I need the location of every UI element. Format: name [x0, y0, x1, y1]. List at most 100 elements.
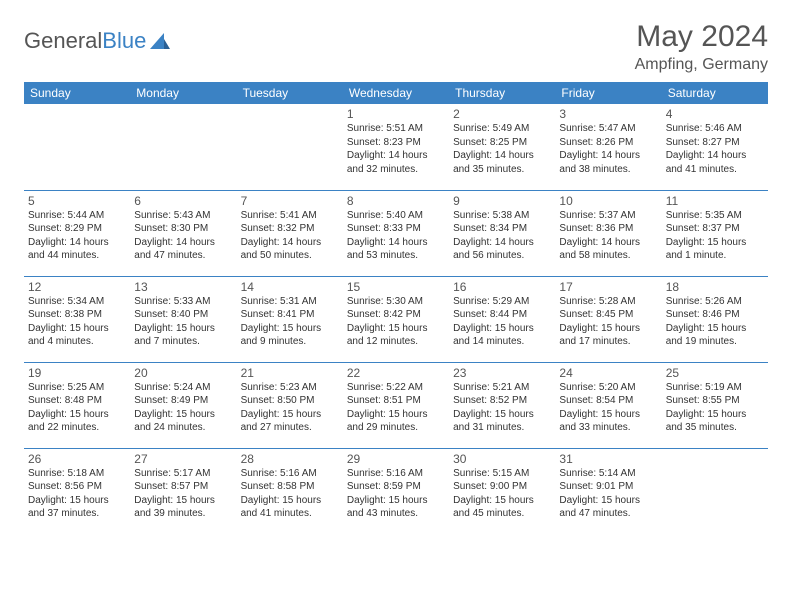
day-info: Sunrise: 5:18 AMSunset: 8:56 PMDaylight:… — [28, 467, 126, 521]
day-number: 16 — [453, 280, 551, 294]
day-info: Sunrise: 5:40 AMSunset: 8:33 PMDaylight:… — [347, 209, 445, 263]
calendar-cell: 29Sunrise: 5:16 AMSunset: 8:59 PMDayligh… — [343, 448, 449, 534]
calendar-cell: 8Sunrise: 5:40 AMSunset: 8:33 PMDaylight… — [343, 190, 449, 276]
day-number: 14 — [241, 280, 339, 294]
day-number: 3 — [559, 107, 657, 121]
day-number: 2 — [453, 107, 551, 121]
day-info: Sunrise: 5:16 AMSunset: 8:58 PMDaylight:… — [241, 467, 339, 521]
calendar-cell: 10Sunrise: 5:37 AMSunset: 8:36 PMDayligh… — [555, 190, 661, 276]
calendar-row: 5Sunrise: 5:44 AMSunset: 8:29 PMDaylight… — [24, 190, 768, 276]
day-info: Sunrise: 5:33 AMSunset: 8:40 PMDaylight:… — [134, 295, 232, 349]
day-info: Sunrise: 5:23 AMSunset: 8:50 PMDaylight:… — [241, 381, 339, 435]
day-number: 20 — [134, 366, 232, 380]
day-header: Thursday — [449, 82, 555, 104]
day-header: Tuesday — [237, 82, 343, 104]
calendar-cell: 25Sunrise: 5:19 AMSunset: 8:55 PMDayligh… — [662, 362, 768, 448]
day-info: Sunrise: 5:17 AMSunset: 8:57 PMDaylight:… — [134, 467, 232, 521]
logo-text: GeneralBlue — [24, 28, 146, 54]
day-number: 18 — [666, 280, 764, 294]
calendar-cell: 30Sunrise: 5:15 AMSunset: 9:00 PMDayligh… — [449, 448, 555, 534]
day-info: Sunrise: 5:25 AMSunset: 8:48 PMDaylight:… — [28, 381, 126, 435]
calendar-cell: 28Sunrise: 5:16 AMSunset: 8:58 PMDayligh… — [237, 448, 343, 534]
day-info: Sunrise: 5:20 AMSunset: 8:54 PMDaylight:… — [559, 381, 657, 435]
calendar-cell: 6Sunrise: 5:43 AMSunset: 8:30 PMDaylight… — [130, 190, 236, 276]
day-info: Sunrise: 5:51 AMSunset: 8:23 PMDaylight:… — [347, 122, 445, 176]
calendar-cell: 11Sunrise: 5:35 AMSunset: 8:37 PMDayligh… — [662, 190, 768, 276]
day-info: Sunrise: 5:16 AMSunset: 8:59 PMDaylight:… — [347, 467, 445, 521]
calendar-cell: 16Sunrise: 5:29 AMSunset: 8:44 PMDayligh… — [449, 276, 555, 362]
day-number: 29 — [347, 452, 445, 466]
day-number: 13 — [134, 280, 232, 294]
day-number: 30 — [453, 452, 551, 466]
day-number: 1 — [347, 107, 445, 121]
month-title: May 2024 — [635, 20, 768, 54]
title-block: May 2024 Ampfing, Germany — [635, 20, 768, 74]
day-number: 6 — [134, 194, 232, 208]
day-info: Sunrise: 5:47 AMSunset: 8:26 PMDaylight:… — [559, 122, 657, 176]
calendar-cell: 17Sunrise: 5:28 AMSunset: 8:45 PMDayligh… — [555, 276, 661, 362]
calendar-cell: 9Sunrise: 5:38 AMSunset: 8:34 PMDaylight… — [449, 190, 555, 276]
calendar-cell: 3Sunrise: 5:47 AMSunset: 8:26 PMDaylight… — [555, 104, 661, 190]
day-info: Sunrise: 5:29 AMSunset: 8:44 PMDaylight:… — [453, 295, 551, 349]
day-info: Sunrise: 5:24 AMSunset: 8:49 PMDaylight:… — [134, 381, 232, 435]
day-number: 23 — [453, 366, 551, 380]
calendar-cell: 5Sunrise: 5:44 AMSunset: 8:29 PMDaylight… — [24, 190, 130, 276]
calendar-cell: 2Sunrise: 5:49 AMSunset: 8:25 PMDaylight… — [449, 104, 555, 190]
day-header: Sunday — [24, 82, 130, 104]
day-info: Sunrise: 5:38 AMSunset: 8:34 PMDaylight:… — [453, 209, 551, 263]
day-number: 22 — [347, 366, 445, 380]
day-number: 24 — [559, 366, 657, 380]
calendar-body: 1Sunrise: 5:51 AMSunset: 8:23 PMDaylight… — [24, 104, 768, 534]
calendar-table: SundayMondayTuesdayWednesdayThursdayFrid… — [24, 82, 768, 534]
calendar-cell: 24Sunrise: 5:20 AMSunset: 8:54 PMDayligh… — [555, 362, 661, 448]
day-info: Sunrise: 5:49 AMSunset: 8:25 PMDaylight:… — [453, 122, 551, 176]
calendar-cell: 31Sunrise: 5:14 AMSunset: 9:01 PMDayligh… — [555, 448, 661, 534]
day-info: Sunrise: 5:34 AMSunset: 8:38 PMDaylight:… — [28, 295, 126, 349]
calendar-cell — [24, 104, 130, 190]
day-header: Wednesday — [343, 82, 449, 104]
calendar-cell: 18Sunrise: 5:26 AMSunset: 8:46 PMDayligh… — [662, 276, 768, 362]
day-number: 19 — [28, 366, 126, 380]
calendar-row: 19Sunrise: 5:25 AMSunset: 8:48 PMDayligh… — [24, 362, 768, 448]
calendar-row: 26Sunrise: 5:18 AMSunset: 8:56 PMDayligh… — [24, 448, 768, 534]
day-info: Sunrise: 5:21 AMSunset: 8:52 PMDaylight:… — [453, 381, 551, 435]
logo-text-part1: General — [24, 28, 102, 53]
day-number: 8 — [347, 194, 445, 208]
calendar-cell — [237, 104, 343, 190]
day-number: 5 — [28, 194, 126, 208]
day-info: Sunrise: 5:26 AMSunset: 8:46 PMDaylight:… — [666, 295, 764, 349]
day-info: Sunrise: 5:44 AMSunset: 8:29 PMDaylight:… — [28, 209, 126, 263]
calendar-row: 12Sunrise: 5:34 AMSunset: 8:38 PMDayligh… — [24, 276, 768, 362]
calendar-cell: 7Sunrise: 5:41 AMSunset: 8:32 PMDaylight… — [237, 190, 343, 276]
calendar-row: 1Sunrise: 5:51 AMSunset: 8:23 PMDaylight… — [24, 104, 768, 190]
calendar-cell: 27Sunrise: 5:17 AMSunset: 8:57 PMDayligh… — [130, 448, 236, 534]
day-info: Sunrise: 5:15 AMSunset: 9:00 PMDaylight:… — [453, 467, 551, 521]
day-number: 17 — [559, 280, 657, 294]
logo-triangle-icon — [150, 33, 170, 49]
location: Ampfing, Germany — [635, 56, 768, 74]
calendar-cell: 20Sunrise: 5:24 AMSunset: 8:49 PMDayligh… — [130, 362, 236, 448]
calendar-cell: 23Sunrise: 5:21 AMSunset: 8:52 PMDayligh… — [449, 362, 555, 448]
calendar-cell: 14Sunrise: 5:31 AMSunset: 8:41 PMDayligh… — [237, 276, 343, 362]
day-info: Sunrise: 5:37 AMSunset: 8:36 PMDaylight:… — [559, 209, 657, 263]
day-info: Sunrise: 5:35 AMSunset: 8:37 PMDaylight:… — [666, 209, 764, 263]
calendar-cell — [662, 448, 768, 534]
calendar-cell: 26Sunrise: 5:18 AMSunset: 8:56 PMDayligh… — [24, 448, 130, 534]
day-number: 7 — [241, 194, 339, 208]
day-info: Sunrise: 5:31 AMSunset: 8:41 PMDaylight:… — [241, 295, 339, 349]
day-number: 10 — [559, 194, 657, 208]
calendar-cell: 21Sunrise: 5:23 AMSunset: 8:50 PMDayligh… — [237, 362, 343, 448]
day-number: 21 — [241, 366, 339, 380]
day-number: 25 — [666, 366, 764, 380]
calendar-cell: 4Sunrise: 5:46 AMSunset: 8:27 PMDaylight… — [662, 104, 768, 190]
calendar-cell: 22Sunrise: 5:22 AMSunset: 8:51 PMDayligh… — [343, 362, 449, 448]
logo-text-part2: Blue — [102, 28, 146, 53]
day-number: 31 — [559, 452, 657, 466]
day-info: Sunrise: 5:43 AMSunset: 8:30 PMDaylight:… — [134, 209, 232, 263]
day-info: Sunrise: 5:46 AMSunset: 8:27 PMDaylight:… — [666, 122, 764, 176]
logo: GeneralBlue — [24, 20, 170, 54]
day-info: Sunrise: 5:41 AMSunset: 8:32 PMDaylight:… — [241, 209, 339, 263]
day-header: Monday — [130, 82, 236, 104]
day-number: 12 — [28, 280, 126, 294]
calendar-cell: 19Sunrise: 5:25 AMSunset: 8:48 PMDayligh… — [24, 362, 130, 448]
